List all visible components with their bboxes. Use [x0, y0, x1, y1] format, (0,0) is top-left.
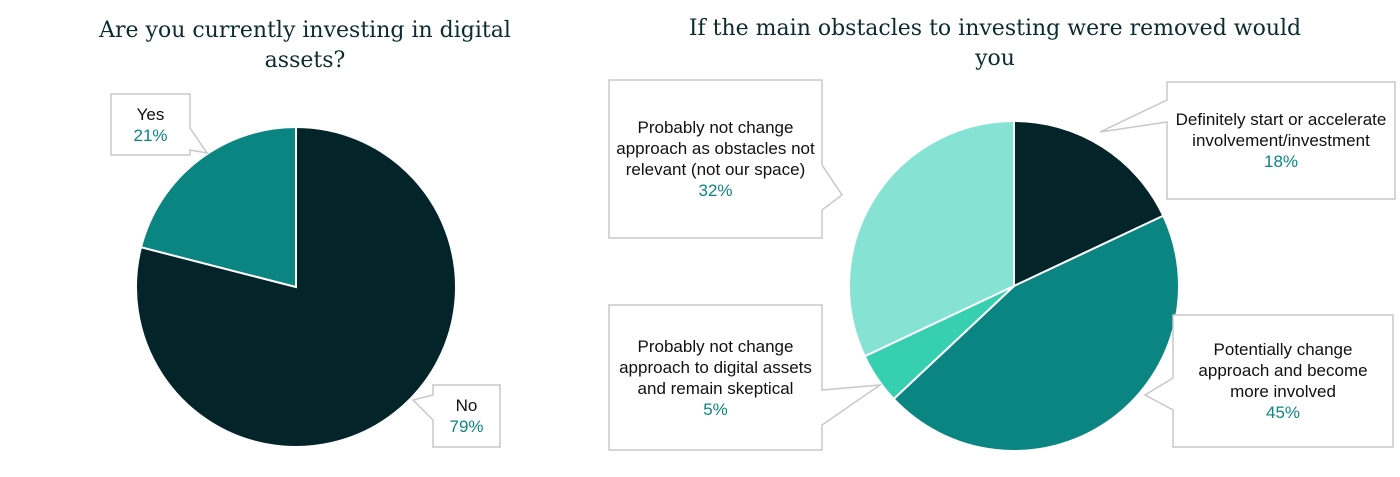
pie-slice — [892, 214, 1180, 452]
category-label: No — [455, 396, 478, 415]
value-label: 21% — [133, 125, 168, 145]
callout: Definitely start or accelerate involveme… — [1173, 82, 1389, 199]
value-label: 18% — [1263, 152, 1299, 171]
category-label: Probably not change approach as obstacle… — [616, 118, 815, 179]
category-label: Definitely start or accelerate involveme… — [1175, 110, 1387, 150]
value-label: 79% — [449, 417, 484, 436]
callout-box — [1099, 81, 1396, 200]
callout-box — [110, 93, 209, 156]
pie-slice — [1013, 119, 1165, 288]
callout-box — [608, 304, 883, 451]
value-label: 32% — [698, 181, 733, 200]
value-label: 5% — [703, 399, 728, 419]
callout-box — [1143, 314, 1394, 448]
chart-title: Are you currently investing in digital a… — [99, 18, 511, 73]
callout: Potentially change approach and become m… — [1179, 315, 1387, 447]
callout: Probably not change approach to digital … — [615, 305, 816, 450]
category-label: Potentially change approach and become m… — [1198, 340, 1368, 401]
category-label: Yes — [136, 104, 165, 124]
category-label: Probably not change approach to digital … — [619, 336, 812, 398]
chart-title: If the main obstacles to investing were … — [688, 16, 1302, 71]
callout-box — [608, 79, 844, 239]
value-label: 45% — [1265, 403, 1301, 422]
callout: No 79% — [439, 385, 494, 447]
callout: Probably not change approach as obstacle… — [615, 80, 816, 238]
pie-slice — [139, 125, 297, 289]
callout: Yes 21% — [117, 94, 184, 155]
pie-slice — [848, 119, 1015, 358]
callout-box — [411, 384, 501, 448]
